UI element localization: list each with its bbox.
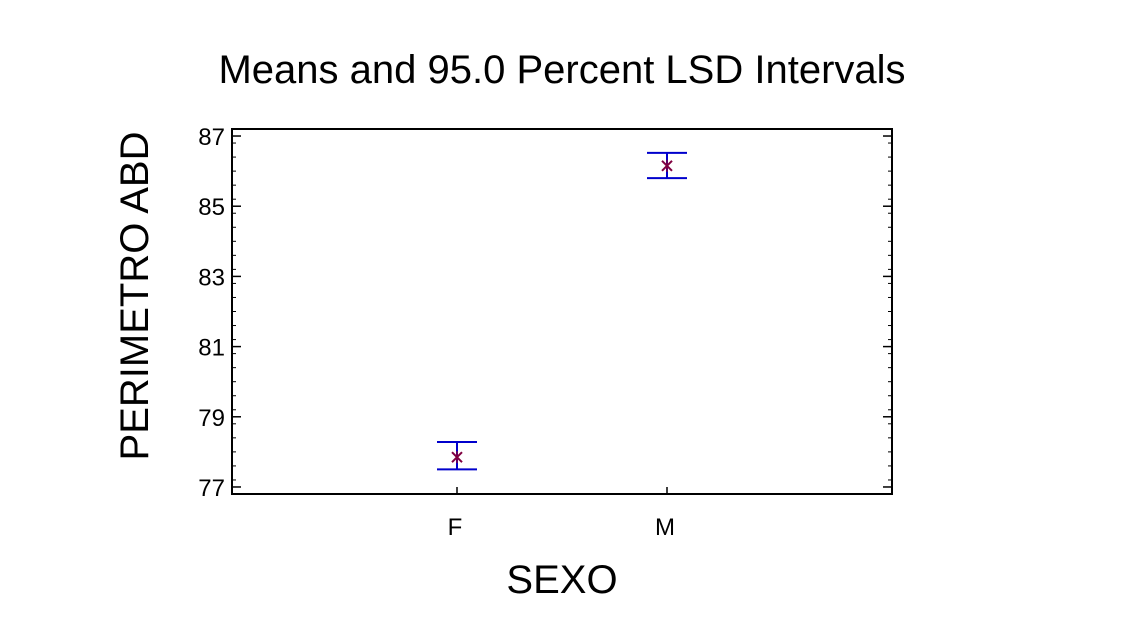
y-tick-label: 87 <box>198 124 225 151</box>
y-axis-tick-labels: 77 79 81 83 85 87 <box>198 124 225 502</box>
y-axis-ticks <box>232 128 892 495</box>
x-axis-title: SEXO <box>506 558 617 602</box>
intervals <box>437 151 687 471</box>
mean-marker <box>451 451 463 464</box>
mean-markers <box>451 159 673 464</box>
y-tick-label: 81 <box>198 335 225 362</box>
x-tick-label: M <box>655 514 675 541</box>
y-tick-label: 85 <box>198 194 225 221</box>
mean-marker <box>661 159 673 172</box>
y-tick-label: 77 <box>198 475 225 502</box>
y-tick-label: 83 <box>198 264 225 291</box>
x-tick-label: F <box>448 514 463 541</box>
x-axis-ticks <box>456 487 668 494</box>
y-axis-title: PERIMETRO ABD <box>113 132 157 461</box>
y-tick-label: 79 <box>198 405 225 432</box>
chart-title: Means and 95.0 Percent LSD Intervals <box>218 48 905 92</box>
plot-frame <box>231 128 893 495</box>
